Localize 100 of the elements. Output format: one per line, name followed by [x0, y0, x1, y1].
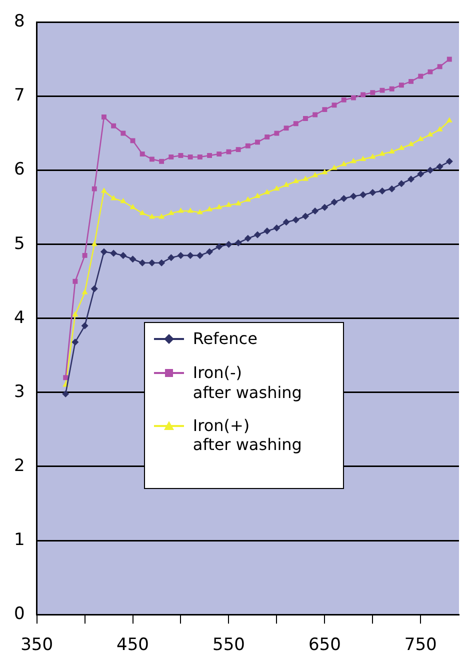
point — [380, 88, 385, 93]
point — [177, 252, 184, 259]
point — [110, 194, 117, 200]
point — [264, 134, 270, 140]
point — [207, 153, 212, 158]
point — [72, 278, 78, 284]
point — [130, 138, 136, 144]
legend-label: Iron(-) after washing — [192, 363, 303, 402]
point — [360, 191, 367, 198]
x-tick-label: 550 — [212, 635, 245, 656]
point — [226, 149, 232, 154]
point — [369, 189, 376, 196]
point — [312, 208, 319, 215]
point — [130, 204, 136, 210]
point — [436, 126, 443, 132]
point — [102, 114, 106, 120]
point — [360, 156, 366, 161]
point — [283, 182, 290, 187]
point — [100, 188, 108, 193]
point — [140, 152, 145, 156]
point — [398, 82, 404, 88]
y-tick-label: 5 — [14, 234, 25, 254]
point — [264, 228, 271, 235]
y-tick-label: 0 — [14, 604, 25, 624]
point — [110, 250, 118, 257]
point — [322, 107, 328, 112]
point — [388, 185, 396, 192]
point — [149, 156, 154, 162]
point — [426, 166, 434, 174]
point — [158, 259, 166, 266]
point — [206, 206, 213, 212]
point — [216, 243, 223, 250]
y-tick-label: 3 — [14, 382, 25, 402]
point — [264, 189, 270, 194]
point — [408, 176, 415, 183]
point — [178, 153, 184, 158]
y-tick-label: 1 — [14, 530, 25, 550]
point — [428, 69, 433, 74]
point — [340, 160, 347, 166]
point — [408, 140, 414, 146]
point — [446, 56, 452, 62]
point — [417, 170, 424, 178]
point — [138, 259, 146, 266]
point — [332, 102, 337, 108]
point — [302, 212, 309, 220]
point — [72, 311, 78, 316]
point — [81, 322, 88, 330]
point — [120, 130, 126, 136]
point — [129, 256, 136, 263]
point — [293, 121, 298, 126]
point — [274, 130, 280, 136]
point — [178, 208, 184, 213]
point — [418, 74, 424, 79]
point — [350, 158, 356, 164]
legend-label: Iron(+) after washing — [192, 416, 303, 454]
point — [72, 338, 79, 346]
point — [234, 239, 242, 246]
point — [341, 97, 346, 102]
point — [216, 204, 222, 210]
point — [186, 252, 194, 259]
point — [244, 196, 251, 202]
point — [148, 259, 156, 266]
point — [225, 240, 232, 248]
point — [370, 90, 376, 96]
point — [303, 116, 308, 121]
point — [378, 188, 386, 195]
point — [427, 131, 434, 137]
point — [139, 210, 146, 215]
point — [436, 163, 444, 170]
point — [446, 117, 452, 122]
point — [120, 252, 127, 259]
point — [360, 92, 366, 98]
point — [168, 254, 175, 262]
point — [446, 158, 453, 165]
point — [92, 186, 97, 192]
point — [350, 192, 357, 200]
y-tick-label: 4 — [14, 308, 25, 328]
point — [82, 252, 88, 258]
y-tick-label: 6 — [14, 160, 25, 180]
point — [245, 143, 250, 148]
point — [188, 154, 193, 160]
point — [321, 204, 328, 211]
point — [148, 213, 155, 219]
point — [350, 95, 356, 100]
point — [331, 164, 338, 170]
point — [158, 213, 165, 219]
point — [322, 169, 328, 174]
point — [197, 154, 202, 160]
point — [408, 78, 414, 84]
point — [216, 152, 222, 156]
point — [111, 123, 116, 128]
point — [254, 231, 262, 238]
point — [398, 180, 405, 188]
x-tick-label: 650 — [308, 635, 341, 656]
legend-label: Refence — [192, 329, 258, 349]
point — [196, 252, 204, 259]
point — [398, 144, 404, 150]
point — [389, 86, 394, 92]
x-tick-label: 350 — [20, 635, 54, 656]
point — [330, 198, 338, 206]
